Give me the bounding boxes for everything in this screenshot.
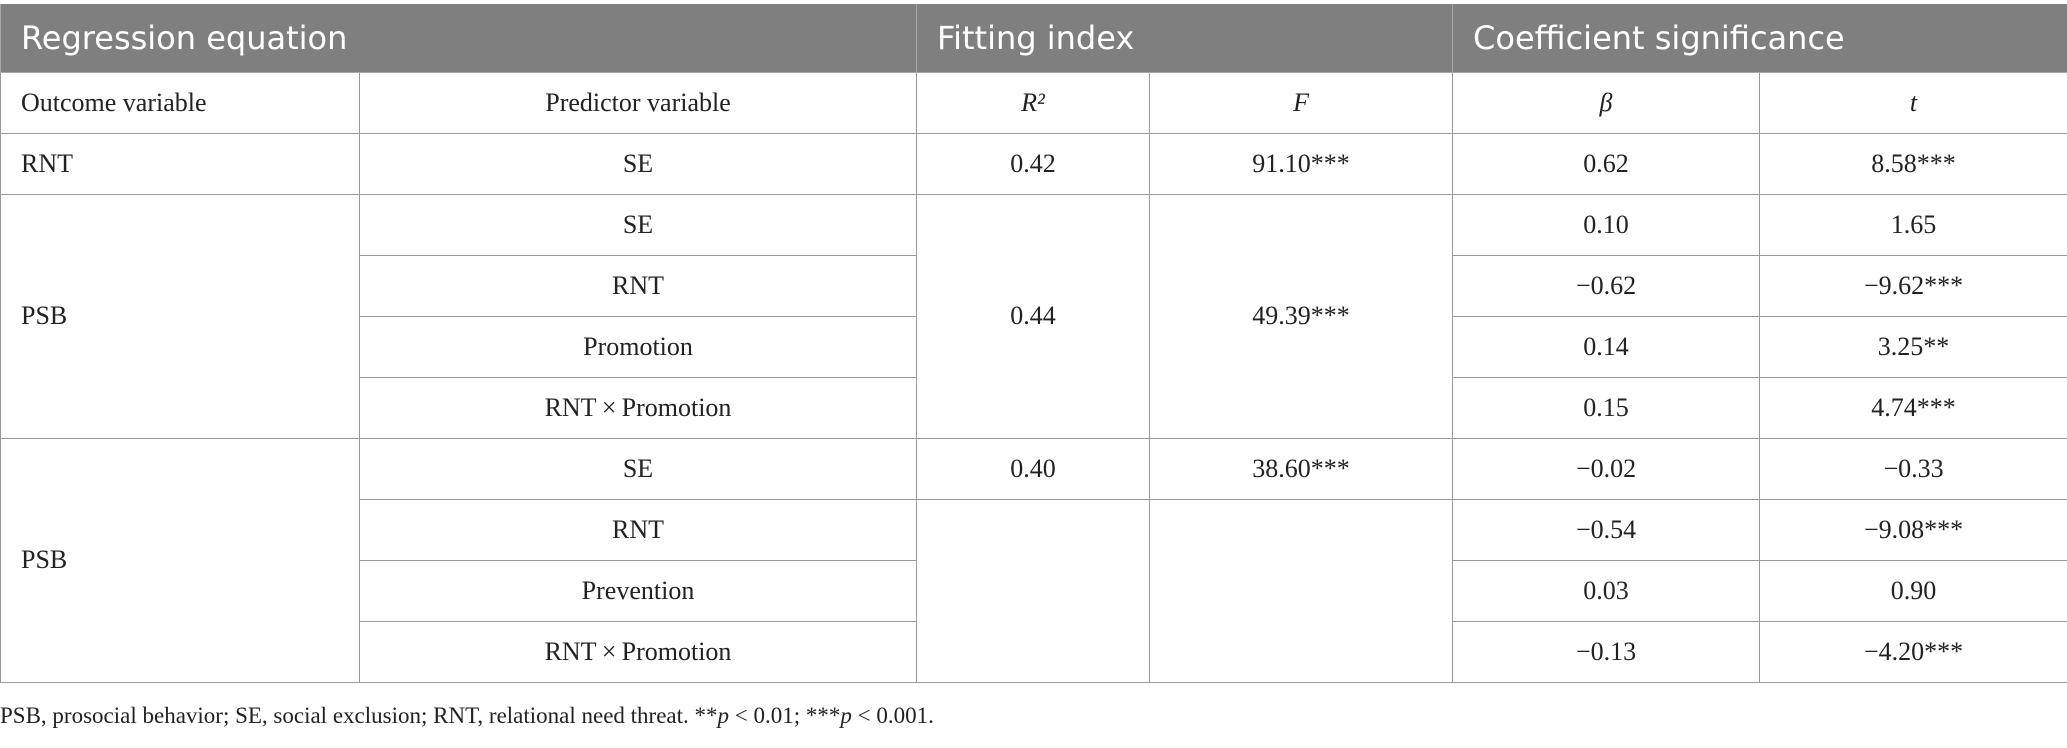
t-cell: −9.08*** [1759,498,2067,561]
column-header-r2: R² [916,71,1151,134]
beta-cell: 0.10 [1452,193,1761,256]
t-cell: 1.65 [1759,193,2067,256]
column-header-beta: β [1452,71,1761,134]
table-row: RNT SE 0.42 91.10*** 0.62 8.58*** [0,132,2067,195]
empty-cell [1149,498,1454,683]
r2-cell: 0.42 [916,132,1151,195]
beta-cell: −0.02 [1452,437,1761,500]
footnote-text: PSB, prosocial behavior; SE, social excl… [0,703,718,728]
footnote-threshold-2: < 0.001. [851,703,934,728]
outcome-cell: PSB [0,193,360,439]
table-row: PSB SE 0.40 38.60*** −0.02 −0.33 [0,437,2067,683]
group-header-regression-equation: Regression equation [0,4,918,73]
group-header-fitting-index: Fitting index [916,4,1454,73]
outcome-cell: PSB [0,437,360,683]
beta-cell: 0.03 [1452,559,1761,622]
t-cell: 3.25** [1759,315,2067,378]
table-row: RNT × Promotion −0.13 −4.20*** [1,620,2067,683]
t-cell: 8.58*** [1759,132,2067,195]
predictor-cell: Promotion [358,315,918,378]
predictor-cell: SE [358,193,918,256]
beta-cell: −0.62 [1452,254,1761,317]
f-cell: 49.39*** [1149,193,1454,439]
predictor-cell: RNT [358,498,918,561]
beta-cell: −0.54 [1452,498,1761,561]
footnote-p-symbol: p [840,703,852,728]
beta-cell: 0.62 [1452,132,1761,195]
predictor-cell: Prevention [358,559,918,622]
f-cell: 38.60*** [1149,437,1454,500]
t-cell: −9.62*** [1759,254,2067,317]
regression-table-container: Regression equation Fitting index Coeffi… [0,4,2067,683]
table-row: RNT −0.62 −9.62*** [1,254,2067,317]
beta-cell: 0.15 [1452,376,1761,439]
predictor-cell: RNT [358,254,918,317]
beta-cell: 0.14 [1452,315,1761,378]
t-cell: 4.74*** [1759,376,2067,439]
table-row: Prevention 0.03 0.90 [1,559,2067,622]
predictor-cell: RNT × Promotion [358,376,918,439]
t-cell: −0.33 [1759,437,2067,500]
outcome-cell: RNT [0,132,360,195]
column-header-f: F [1149,71,1454,134]
r2-cell: 0.40 [916,437,1151,500]
f-cell: 91.10*** [1149,132,1454,195]
predictor-cell: SE [358,132,918,195]
empty-cell [916,498,1151,683]
column-header-outcome: Outcome variable [0,71,360,134]
footnote-p-symbol: p [717,703,730,728]
t-cell: 0.90 [1759,559,2067,622]
column-header-predictor: Predictor variable [358,71,918,134]
column-header-t: t [1759,71,2067,134]
beta-cell: −0.13 [1452,620,1761,683]
footnote-threshold-1: < 0.01; *** [729,703,841,728]
column-header-row: Outcome variable Predictor variable R² F… [0,71,2067,134]
group-header-coefficient-significance: Coefficient significance [1452,4,2067,73]
predictor-cell: RNT × Promotion [358,620,918,683]
table-footnote: PSB, prosocial behavior; SE, social excl… [0,703,934,729]
t-cell: −4.20*** [1759,620,2067,683]
r2-cell: 0.44 [916,193,1151,439]
regression-table: Regression equation Fitting index Coeffi… [0,4,2067,683]
table-row: RNT −0.54 −9.08*** [1,498,2067,683]
table-row: PSB SE 0.44 49.39*** 0.10 1.65 [0,193,2067,439]
group-header-row: Regression equation Fitting index Coeffi… [0,4,2067,73]
predictor-cell: SE [358,437,918,500]
